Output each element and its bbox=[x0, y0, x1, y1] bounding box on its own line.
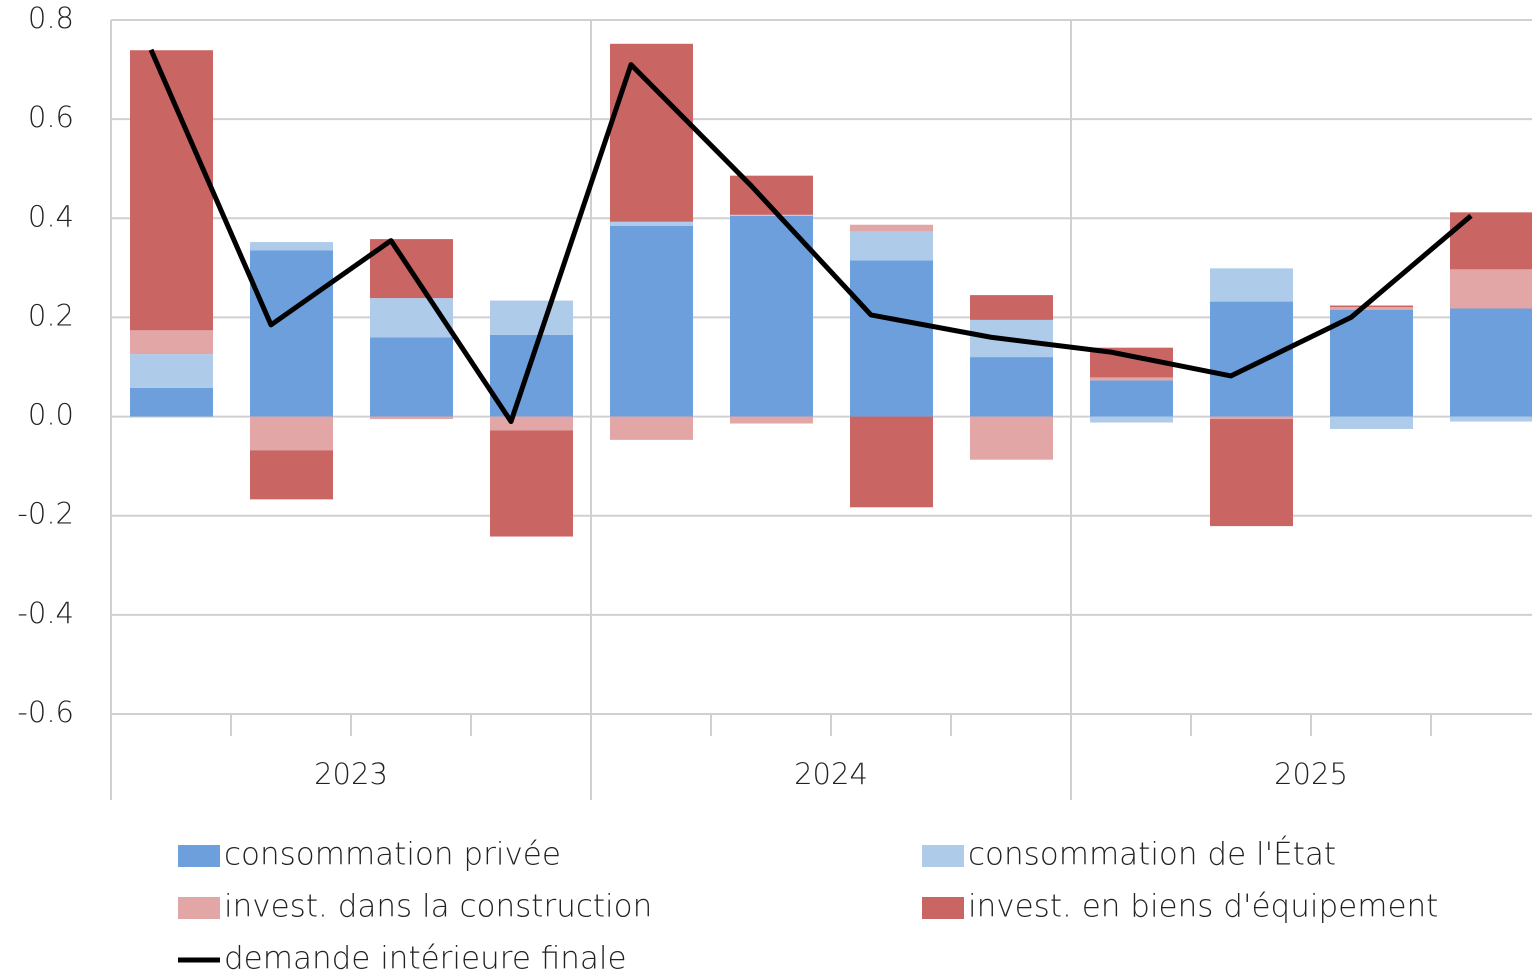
bar-segment bbox=[1210, 268, 1293, 302]
legend-swatch bbox=[178, 897, 220, 919]
y-tick-label: -0.4 bbox=[17, 596, 74, 630]
y-tick-label: -0.2 bbox=[17, 497, 74, 531]
y-tick-label: 0.4 bbox=[28, 199, 74, 233]
legend-swatch bbox=[178, 845, 220, 867]
bar-segment bbox=[1450, 416, 1532, 422]
bar-segment bbox=[1450, 308, 1532, 417]
bar-segment bbox=[490, 334, 573, 417]
bar-segment bbox=[970, 295, 1053, 320]
bar-segment bbox=[1450, 269, 1532, 309]
bar-segment bbox=[610, 43, 693, 222]
legend-swatch bbox=[922, 897, 964, 919]
line-series bbox=[148, 48, 1473, 425]
y-tick-label: 0.8 bbox=[28, 1, 74, 35]
bar-segment bbox=[1210, 301, 1293, 417]
bar-segment bbox=[250, 416, 333, 451]
x-group-label: 2024 bbox=[794, 757, 868, 791]
x-group-label: 2025 bbox=[1274, 757, 1348, 791]
bar-segment bbox=[250, 250, 333, 417]
bar-segment bbox=[970, 416, 1053, 460]
bar-segment bbox=[1330, 309, 1413, 417]
y-tick-label: 0.0 bbox=[28, 398, 74, 432]
bar-segment bbox=[130, 387, 213, 417]
bar-segment bbox=[850, 260, 933, 417]
bar-segment bbox=[850, 416, 933, 508]
bar-segment bbox=[250, 450, 333, 500]
legend-label: consommation privée bbox=[224, 837, 561, 873]
bar-segment bbox=[850, 231, 933, 261]
bar-segment bbox=[130, 330, 213, 355]
bar-segment bbox=[490, 300, 573, 335]
legend-swatch bbox=[922, 845, 964, 867]
bar-segment bbox=[1330, 307, 1413, 310]
legend-label: demande intérieure finale bbox=[224, 941, 627, 977]
bar-segment bbox=[1090, 377, 1173, 381]
bar-segment bbox=[610, 416, 693, 440]
bar-segment bbox=[1330, 416, 1413, 429]
bar-segment bbox=[970, 357, 1053, 417]
legend-label: consommation de l'État bbox=[968, 837, 1336, 873]
bar-segment bbox=[610, 225, 693, 417]
y-tick-label: 0.6 bbox=[28, 100, 74, 134]
legend-label: invest. dans la construction bbox=[224, 889, 652, 925]
bar-segment bbox=[1210, 419, 1293, 527]
bar-segment bbox=[730, 215, 813, 417]
bar-segment bbox=[370, 416, 453, 420]
bar-segment bbox=[1210, 416, 1293, 420]
bar-segment bbox=[370, 337, 453, 417]
y-tick-label: 0.2 bbox=[28, 298, 74, 332]
bar-segment bbox=[730, 214, 813, 216]
bar-segment bbox=[1090, 380, 1173, 417]
bar-segment bbox=[490, 416, 573, 431]
bar-segment bbox=[730, 416, 813, 424]
bar-segment bbox=[1090, 416, 1173, 423]
bar-segment bbox=[1330, 305, 1413, 308]
bar-segment bbox=[610, 221, 693, 226]
y-tick-label: -0.6 bbox=[17, 695, 74, 729]
x-group-label: 2023 bbox=[314, 757, 388, 791]
bar-segment bbox=[490, 430, 573, 537]
bar-segment bbox=[850, 224, 933, 232]
legend-label: invest. en biens d'équipement bbox=[968, 889, 1438, 925]
bar-segment bbox=[130, 354, 213, 388]
bar-segment bbox=[250, 242, 333, 251]
